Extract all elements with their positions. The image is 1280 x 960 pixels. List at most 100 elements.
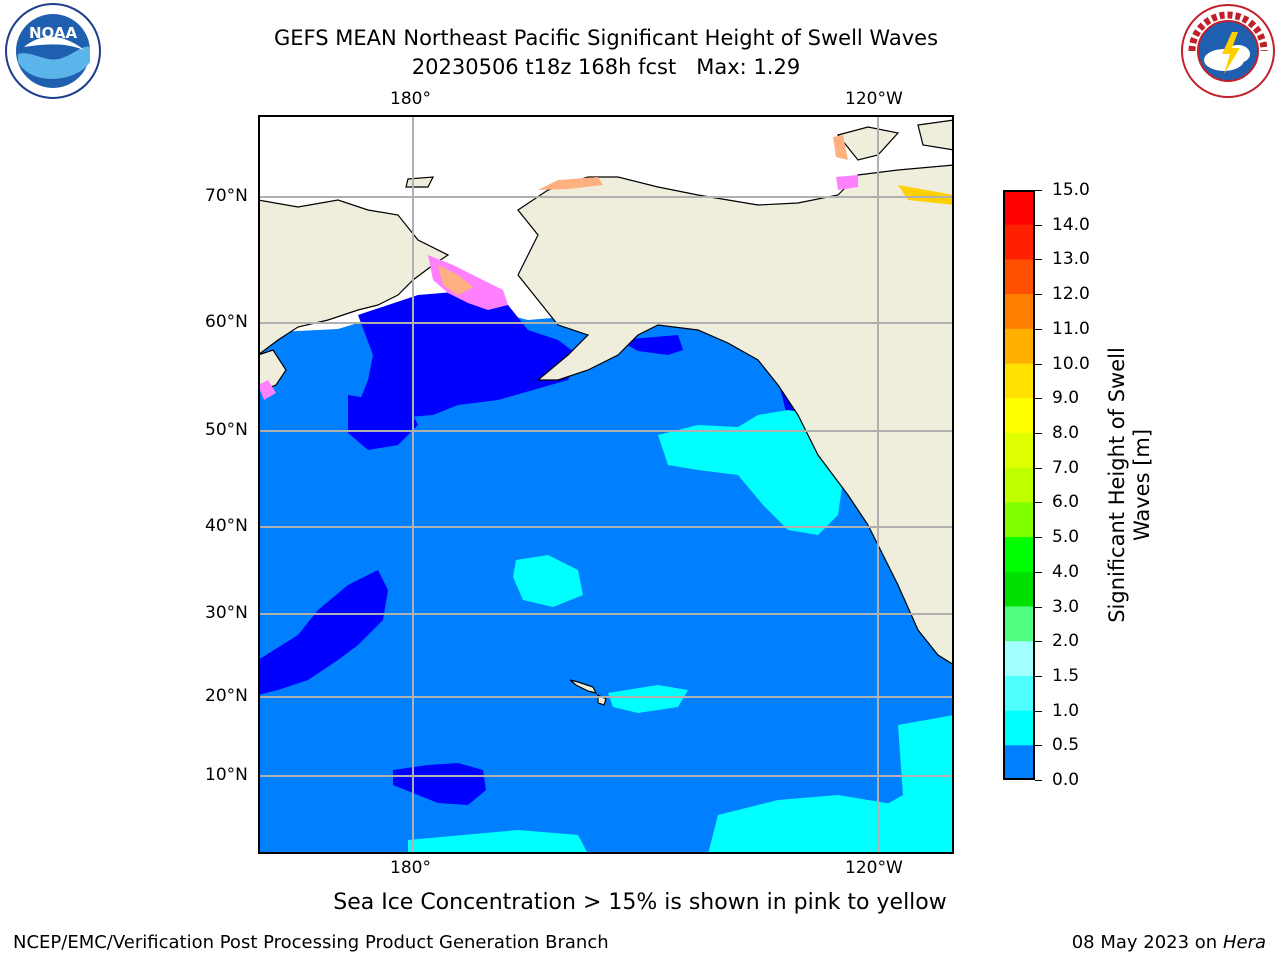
forecast-lead: 168h fcst (578, 55, 677, 79)
colorbar-tick-label: 10.0 (1052, 353, 1090, 374)
colorbar-tick-label: 1.0 (1052, 700, 1080, 721)
colorbar-tick-mark (1035, 745, 1042, 747)
land-arctic-island-2 (917, 119, 955, 151)
ne-pacific-moderate-swell (658, 410, 843, 535)
lat-label-10n: 10°N (205, 765, 248, 785)
colorbar-tick-mark (1035, 641, 1042, 643)
colorbar-tick-mark (1035, 224, 1042, 226)
colorbar-segment (1003, 432, 1035, 469)
nws-logo (1178, 2, 1278, 104)
colorbar-title-line-2: Waves [m] (1130, 428, 1154, 542)
sea-ice-bering-peach (438, 265, 473, 295)
top-lon-label-120w: 120°W (845, 89, 903, 109)
colorbar-segment (1003, 641, 1035, 677)
colorbar-tick-label: 6.0 (1052, 492, 1080, 513)
colorbar-segment (1003, 745, 1035, 781)
colorbar-tick-mark (1035, 259, 1042, 261)
central-pacific-moderate-swell (513, 555, 583, 607)
colorbar-tick-label: 1.5 (1052, 665, 1080, 686)
colorbar-tick-label: 9.0 (1052, 388, 1080, 409)
colorbar-tick-label: 3.0 (1052, 596, 1080, 617)
colorbar-tick-label: 7.0 (1052, 457, 1080, 478)
noaa-logo: NOAA (2, 2, 104, 104)
colorbar-segment (1003, 710, 1035, 746)
title-line-1: GEFS MEAN Northeast Pacific Significant … (273, 26, 939, 50)
lat-label-70n: 70°N (205, 186, 248, 206)
sea-ice-caption: Sea Ice Concentration > 15% is shown in … (333, 890, 947, 915)
colorbar-tick-label: 4.0 (1052, 561, 1080, 582)
colorbar-tick-label: 15.0 (1052, 180, 1090, 200)
hawaii-moderate-swell (608, 685, 688, 713)
lat-label-30n: 30°N (205, 603, 248, 623)
colorbar-segment (1003, 224, 1035, 260)
bottom-lon-label-120w: 120°W (845, 858, 903, 878)
footer-credit: NCEP/EMC/Verification Post Processing Pr… (13, 932, 609, 953)
colorbar-tick-label: 12.0 (1052, 284, 1090, 305)
aleutian-low-swell (348, 395, 418, 450)
colorbar-tick-label: 2.0 (1052, 631, 1080, 652)
map-frame (258, 115, 954, 854)
colorbar-segment (1003, 294, 1035, 330)
footer-machine: Hera (1222, 932, 1266, 953)
colorbar-segment (1003, 259, 1035, 295)
sea-ice-chukchi (538, 177, 603, 190)
sea-ice-yellow (898, 185, 954, 205)
colorbar-tick-mark (1035, 294, 1042, 296)
gulf-alaska-low-swell (618, 335, 683, 355)
colorbar-tick-mark (1035, 780, 1042, 781)
land-arctic-island (836, 126, 900, 161)
colorbar-tick-mark (1035, 675, 1042, 677)
colorbar-tick-mark (1035, 432, 1042, 434)
tropical-low-swell (393, 763, 486, 805)
colorbar-tick-mark (1035, 606, 1042, 608)
colorbar-segment (1003, 675, 1035, 712)
colorbar-svg (1003, 190, 1035, 781)
sea-ice-arctic (833, 135, 848, 160)
lat-label-60n: 60°N (205, 312, 248, 332)
colorbar-tick-mark (1035, 467, 1042, 469)
colorbar-tick-label: 13.0 (1052, 249, 1090, 270)
colorbar-tick-mark (1035, 363, 1042, 365)
colorbar-title-line-1: Significant Height of Swell (1105, 347, 1129, 623)
bottom-lon-label-180: 180° (390, 858, 431, 878)
colorbar-tick-label: 0.0 (1052, 770, 1080, 790)
land-hawaii (569, 679, 598, 694)
colorbar-segment (1003, 537, 1035, 573)
western-pacific-low-swell (258, 570, 388, 695)
lat-label-40n: 40°N (205, 516, 248, 536)
sea-ice-beaufort (836, 175, 858, 190)
land-north-america (517, 164, 955, 667)
lat-label-20n: 20°N (205, 686, 248, 706)
colorbar-tick-mark (1035, 398, 1042, 400)
footer-date: 08 May 2023 on Hera (1072, 932, 1266, 953)
sea-ice-okhotsk (258, 380, 276, 400)
footer-date-text: 08 May 2023 on (1071, 932, 1218, 953)
colorbar-tick-mark (1035, 328, 1042, 330)
graticule (258, 115, 954, 854)
south-edge-moderate-swell (408, 830, 588, 854)
colorbar-segment (1003, 502, 1035, 538)
land-wrangel-island (405, 176, 435, 188)
colorbar-tick-label: 8.0 (1052, 422, 1080, 443)
colorbar-segment (1003, 606, 1035, 642)
max-value: 1.29 (753, 55, 801, 79)
sea-ice-bering (428, 255, 508, 310)
run-date: 20230506 (411, 55, 519, 79)
colorbar-segment (1003, 328, 1035, 365)
equatorial-moderate-swell (708, 795, 954, 854)
colorbar-frame (1003, 190, 1035, 780)
top-lon-label-180: 180° (390, 89, 431, 109)
colorbar-tick-label: 14.0 (1052, 214, 1090, 235)
colorbar (1003, 190, 1035, 781)
map-panel (257, 115, 955, 854)
title-line-2: 20230506 t18z 168h fcst Max: 1.29 (0, 55, 1212, 79)
colorbar-segment (1003, 190, 1035, 226)
colorbar-segment (1003, 467, 1035, 503)
colorbar-segment (1003, 398, 1035, 434)
run-cycle: t18z (525, 55, 572, 79)
colorbar-tick-mark (1035, 190, 1042, 191)
colorbar-tick-label: 0.5 (1052, 735, 1080, 756)
svg-text:NOAA: NOAA (29, 24, 78, 42)
max-label: Max: (696, 55, 747, 79)
lat-label-50n: 50°N (205, 420, 248, 440)
